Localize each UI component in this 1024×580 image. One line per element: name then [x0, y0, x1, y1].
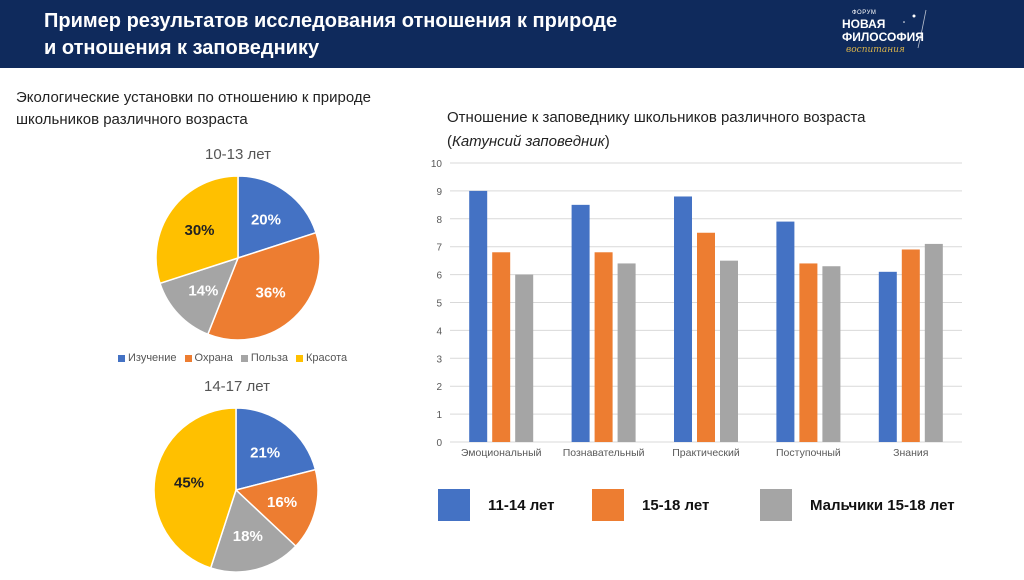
y-tick-label: 4 [436, 326, 442, 337]
x-tick-label: Поступочный [776, 447, 841, 459]
x-tick-label: Знания [893, 447, 928, 459]
bar-Мальчики 15-18 лет [924, 243, 943, 442]
legend-swatch [184, 354, 192, 362]
right-subtitle-line2: (Катунсий заповедник) [447, 130, 967, 154]
y-tick-label: 2 [436, 382, 442, 393]
legend-swatch [295, 354, 303, 362]
y-tick-label: 1 [436, 410, 442, 421]
forum-logo: ФОРУМ НОВАЯ ФИЛОСОФИЯ воспитания [834, 8, 964, 60]
paren-close: ) [604, 133, 610, 150]
y-tick-label: 5 [436, 299, 442, 310]
slide-header: Пример результатов исследования отношени… [0, 0, 1024, 68]
logo-main-text: НОВАЯ ФИЛОСОФИЯ [842, 18, 924, 44]
legend-swatch [438, 489, 470, 521]
x-tick-label: Эмоциональный [461, 447, 542, 459]
y-tick-label: 6 [436, 271, 442, 282]
pie-data-label: 36% [256, 285, 286, 302]
slide-title-line2: и отношения к заповеднику [44, 37, 320, 59]
right-subtitle: Отношение к заповеднику школьников разли… [447, 106, 967, 154]
y-tick-label: 0 [436, 438, 442, 449]
pie-data-label: 45% [174, 475, 204, 492]
pie-data-label: 20% [251, 212, 281, 229]
legend-label: Охрана [194, 352, 233, 364]
bar-Мальчики 15-18 лет [720, 260, 738, 442]
paren-open: ( [447, 133, 452, 150]
x-tick-label: Познавательный [563, 447, 645, 459]
bar-11-14 лет [571, 204, 590, 442]
y-tick-label: 7 [436, 243, 442, 254]
pie-data-label: 16% [267, 494, 297, 511]
bar-legend-item: Мальчики 15-18 лет [760, 487, 955, 523]
bar-11-14 лет [776, 221, 795, 442]
pie-chart-14-17: 21% 16%18% 45% [153, 407, 319, 573]
logo-small-text: ФОРУМ [852, 10, 877, 16]
pie2-title: 14-17 лет [204, 378, 270, 395]
slide-title-line1: Пример результатов исследования отношени… [44, 10, 618, 32]
legend-label: Красота [305, 352, 348, 364]
pie-legend-item: Польза [240, 352, 288, 364]
bar-11-14 лет [674, 196, 692, 442]
slide-title: Пример результатов исследования отношени… [44, 8, 764, 62]
pie-chart-10-13: 20% 36% 14% 30% [155, 175, 321, 341]
pie-data-label: 18% [233, 528, 263, 545]
pie-slice-Охрана [234, 468, 319, 548]
logo-line1: НОВАЯ [842, 17, 886, 31]
bar-11-14 лет [469, 190, 488, 442]
y-tick-label: 3 [436, 354, 442, 365]
bar-15-18 лет [697, 232, 715, 442]
legend-label: Польза [250, 352, 288, 364]
legend-label: Мальчики 15-18 лет [810, 496, 955, 514]
x-tick-label: Практический [672, 447, 740, 459]
bar-11-14 лет [878, 271, 897, 442]
bar-legend-item: 11-14 лет [438, 487, 555, 523]
legend-swatch [240, 354, 248, 362]
logo-line2: ФИЛОСОФИЯ [842, 30, 924, 44]
bar-legend: 11-14 лет 15-18 лет Мальчики 15-18 лет [438, 487, 998, 523]
legend-label: 15-18 лет [642, 496, 710, 514]
bar-15-18 лет [594, 252, 613, 442]
pie-legend-item: Изучение [118, 352, 177, 364]
left-subtitle: Экологические установки по отношению к п… [16, 87, 446, 131]
logo-script-text: воспитания [846, 45, 905, 55]
y-tick-label: 8 [436, 215, 442, 226]
pie-legend-item: Охрана [184, 352, 233, 364]
bar-Мальчики 15-18 лет [822, 266, 841, 442]
bar-Мальчики 15-18 лет [515, 274, 534, 442]
pie-slice-Изучение [237, 175, 317, 260]
bar-chart: 0 1 2 3 4 5 6 7 8 9 10 Эмоциональный Познавательный П… [431, 159, 962, 459]
pie-data-label: 30% [185, 222, 215, 239]
pie-legend-item: Красота [295, 352, 348, 364]
legend-swatch [760, 489, 792, 521]
right-subtitle-line1: Отношение к заповеднику школьников разли… [447, 109, 866, 126]
legend-swatch [592, 489, 624, 521]
pie1-title: 10-13 лет [205, 146, 271, 163]
y-tick-label: 10 [431, 159, 443, 170]
bar-Мальчики 15-18 лет [617, 263, 636, 442]
left-subtitle-line1: Экологические установки по отношению к п… [16, 89, 371, 106]
pie-legend: Изучение Охрана Польза Красота [118, 352, 347, 364]
left-subtitle-line2: школьников различного возраста [16, 111, 248, 128]
bar-legend-item: 15-18 лет [592, 487, 709, 523]
pie-slice-Красота [153, 407, 237, 569]
bar-15-18 лет [901, 249, 920, 442]
legend-swatch [118, 354, 125, 362]
pie-data-label: 14% [188, 283, 218, 300]
pie-slice-Польза [209, 488, 297, 573]
pie-slice-Изучение [235, 407, 317, 491]
legend-label: Изучение [128, 352, 177, 364]
bar-15-18 лет [799, 263, 818, 442]
legend-label: 11-14 лет [488, 496, 555, 514]
y-tick-label: 9 [436, 187, 442, 198]
bar-15-18 лет [492, 252, 511, 442]
pie-data-label: 21% [250, 444, 280, 461]
pie-slice-Красота [155, 175, 239, 285]
star-icon [903, 9, 927, 49]
pie-slice-Охрана [206, 231, 321, 341]
reserve-name: Катунсий заповедник [452, 133, 605, 150]
